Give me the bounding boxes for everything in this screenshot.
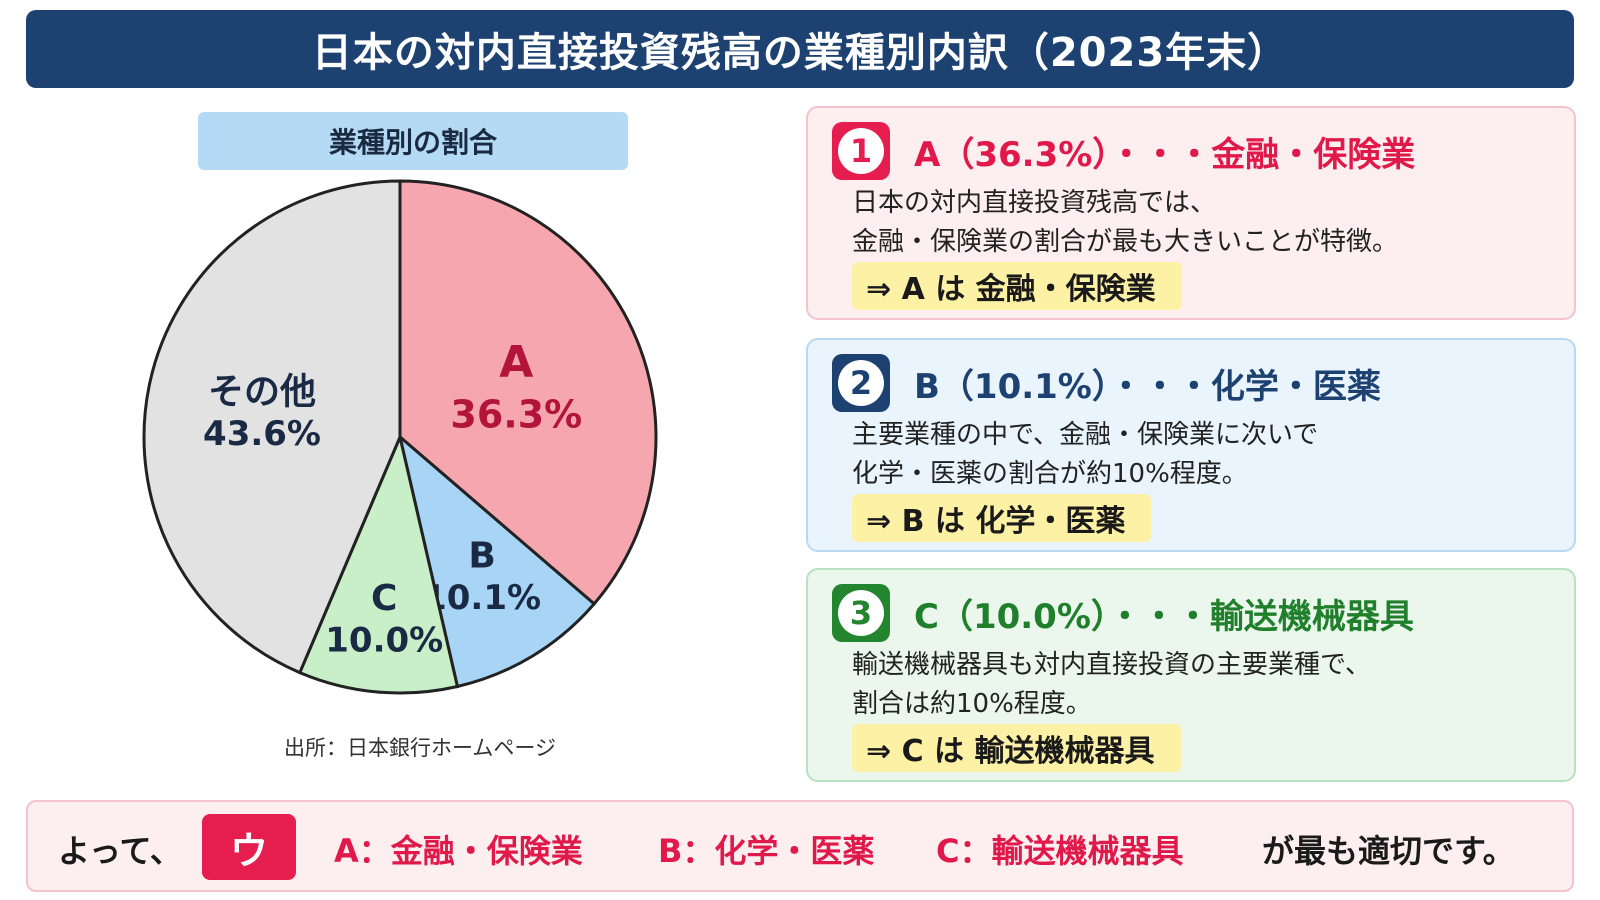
answer-bar: よって、 ウ A：金融・保険業 B：化学・医薬 C：輸送機械器具 が最も適切です… [26,800,1574,892]
pie-slice-label: C [371,578,397,619]
answer-item-c: C：輸送機械器具 [936,832,1184,870]
card-header: 3 C（10.0%）・・・輸送機械器具 [832,584,1414,642]
card-body: 主要業種の中で、金融・保険業に次いで 化学・医薬の割合が約10%程度。 [852,416,1318,494]
card-line: 主要業種の中で、金融・保険業に次いで [852,420,1319,450]
pie-slice-3 [297,432,460,695]
source-note: 出所：日本銀行ホームページ [284,736,556,760]
card-heading: B（10.1%）・・・化学・医薬 [914,366,1381,407]
title-bar: 日本の対内直接投資残高の業種別内訳（2023年末） [26,10,1574,88]
card-line: 割合は約10%程度。 [852,689,1092,719]
number-badge: 1 [832,122,890,180]
number-two-icon: 2 [838,360,884,406]
answer-prefix: よって、 [58,832,182,870]
pie-slice-label: その他 [208,371,316,412]
explanation-card-a: 1 A（36.3%）・・・金融・保険業 日本の対内直接投資残高では、 金融・保険… [806,106,1576,320]
card-header: 1 A（36.3%）・・・金融・保険業 [832,122,1415,180]
pie-heading: 業種別の割合 [198,112,628,170]
pie-slice-value: 10.1% [423,578,541,618]
answer-item-a: A：金融・保険業 [334,832,583,870]
card-body: 輸送機械器具も対内直接投資の主要業種で、 割合は約10%程度。 [852,646,1371,724]
answer-suffix: が最も適切です。 [1262,832,1515,870]
pie-slice-label: B [468,535,495,576]
number-badge: 3 [832,584,890,642]
card-heading: A（36.3%）・・・金融・保険業 [914,134,1416,175]
pie-slice-value: 10.0% [325,621,443,661]
number-badge: 2 [832,354,890,412]
card-conclusion: ⇒ A は 金融・保険業 [852,262,1182,310]
page-title: 日本の対内直接投資残高の業種別内訳（2023年末） [311,30,1289,76]
pie-slice-value: 43.6% [203,414,321,454]
number-one-icon: 1 [838,128,884,174]
number-three-icon: 3 [838,590,884,636]
card-conclusion: ⇒ C は 輸送機械器具 [852,724,1181,772]
pie-slice-label: A [499,337,533,388]
answer-item-b: B：化学・医薬 [658,832,875,870]
card-heading: C（10.0%）・・・輸送機械器具 [914,596,1414,637]
card-line: 金融・保険業の割合が最も大きいことが特徴。 [852,227,1399,257]
explanation-card-c: 3 C（10.0%）・・・輸送機械器具 輸送機械器具も対内直接投資の主要業種で、… [806,568,1576,782]
card-header: 2 B（10.1%）・・・化学・医薬 [832,354,1381,412]
pie-slice-1 [398,179,658,606]
pie-slice-2 [397,432,597,689]
card-conclusion: ⇒ B は 化学・医薬 [852,494,1152,542]
pie-slice-4 [142,179,402,675]
card-line: 輸送機械器具も対内直接投資の主要業種で、 [852,650,1371,680]
card-line: 日本の対内直接投資残高では、 [852,188,1217,218]
card-line: 化学・医薬の割合が約10%程度。 [852,459,1248,489]
answer-choice-badge: ウ [202,814,296,880]
pie-slice-value: 36.3% [450,393,582,437]
card-body: 日本の対内直接投資残高では、 金融・保険業の割合が最も大きいことが特徴。 [852,184,1398,262]
explanation-card-b: 2 B（10.1%）・・・化学・医薬 主要業種の中で、金融・保険業に次いで 化学… [806,338,1576,552]
